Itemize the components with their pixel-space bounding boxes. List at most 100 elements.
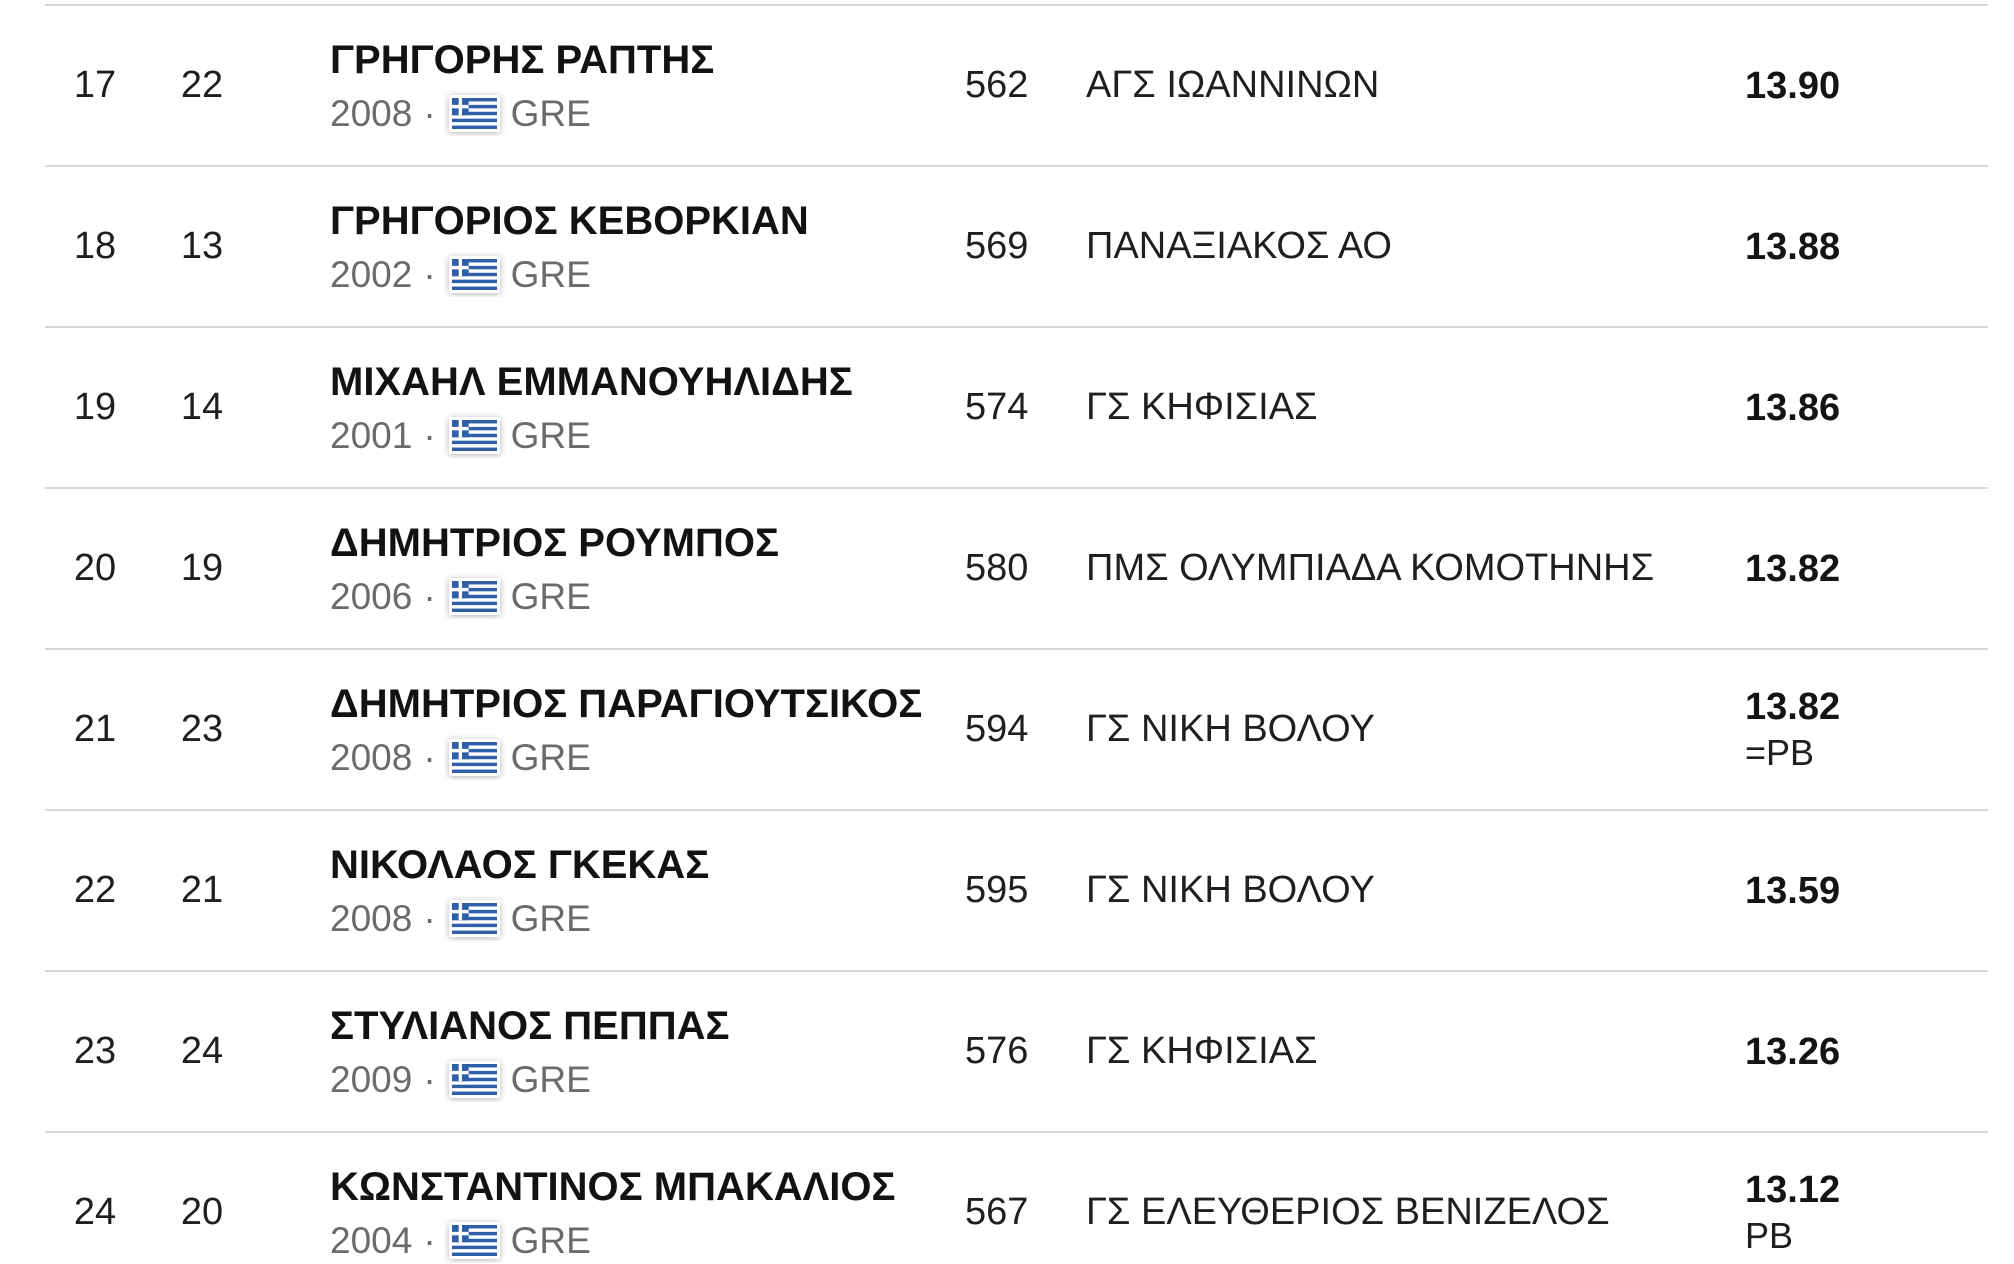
athlete-meta: 2008 · [330,736,965,780]
athlete-name: ΓΡΗΓΟΡΙΟΣ ΚΕΒΟΡΚΙΑΝ [330,198,809,243]
result-note: PB [1745,1214,1794,1256]
result-row[interactable]: 24 20 ΚΩΝΣΤΑΝΤΙΝΟΣ ΜΠΑΚΑΛΙΟΣ 2004 · [0,1133,2014,1264]
athlete-cell: ΓΡΗΓΟΡΙΟΣ ΚΕΒΟΡΚΙΑΝ 2002 · [330,197,965,297]
athlete-meta: 2002 · [330,253,965,297]
meta-separator-dot: · [423,897,436,939]
greece-flag-icon [448,578,500,615]
rank-value: 19 [73,386,117,428]
greece-flag-icon [448,900,500,937]
birth-year: 2009 [330,1058,413,1100]
row-divider [45,648,1988,650]
athlete-cell: ΚΩΝΣΤΑΝΤΙΝΟΣ ΜΠΑΚΑΛΙΟΣ 2004 · [330,1163,965,1263]
athlete-cell: ΜΙΧΑΗΛ ΕΜΜΑΝΟΥΗΛΙΔΗΣ 2001 · [330,358,965,458]
meta-separator-dot: · [423,1058,436,1100]
result-row[interactable]: 21 23 ΔΗΜΗΤΡΙΟΣ ΠΑΡΑΓΙΟΥΤΣΙΚΟΣ 2008 · [0,650,2014,809]
country-code: GRE [510,253,591,295]
meta-separator-dot: · [423,92,436,134]
results-list: 17 22 ΓΡΗΓΟΡΗΣ ΡΑΠΤΗΣ 2008 · [0,4,2014,1264]
result-mark: 13.26 [1745,1030,1841,1073]
bib-number: 24 [180,1030,224,1072]
result-row[interactable]: 20 19 ΔΗΜΗΤΡΙΟΣ ΡΟΥΜΠΟΣ 2006 · [0,489,2014,648]
bib-number: 13 [180,225,224,267]
result-row[interactable]: 18 13 ΓΡΗΓΟΡΙΟΣ ΚΕΒΟΡΚΙΑΝ 2002 · [0,167,2014,326]
birth-year: 2006 [330,575,413,617]
athlete-cell: ΓΡΗΓΟΡΗΣ ΡΑΠΤΗΣ 2008 · [330,36,965,136]
athlete-name: ΣΤΥΛΙΑΝΟΣ ΠΕΠΠΑΣ [330,1003,730,1048]
meta-separator-dot: · [423,414,436,456]
rank-value: 23 [73,1030,117,1072]
result-mark: 13.88 [1745,225,1841,268]
result-cell: 13.90 [1745,63,2014,109]
row-divider [45,165,1988,167]
result-mark: 13.90 [1745,64,1841,107]
result-mark: 13.82 [1745,547,1841,590]
result-mark: 13.12 [1745,1168,1841,1211]
bib-number: 14 [180,386,224,428]
bib-number: 20 [180,1191,224,1233]
greece-flag-icon [448,739,500,776]
result-cell: 13.86 [1745,385,2014,431]
row-divider [45,970,1988,972]
club-name: ΠΜΣ ΟΛΥΜΠΙΑΔΑ ΚΟΜΟΤΗΝΗΣ [1086,547,1655,589]
birth-year: 2008 [330,897,413,939]
athlete-cell: ΔΗΜΗΤΡΙΟΣ ΡΟΥΜΠΟΣ 2006 · [330,519,965,619]
athlete-id: 562 [965,64,1029,106]
result-row[interactable]: 22 21 ΝΙΚΟΛΑΟΣ ΓΚΕΚΑΣ 2008 · [0,811,2014,970]
result-cell: 13.12 PB [1745,1167,2014,1259]
birth-year: 2008 [330,92,413,134]
birth-year: 2001 [330,414,413,456]
row-divider [45,1131,1988,1133]
athlete-meta: 2008 · [330,897,965,941]
result-note: =PB [1745,731,1815,773]
athlete-name: ΜΙΧΑΗΛ ΕΜΜΑΝΟΥΗΛΙΔΗΣ [330,359,853,404]
rank-value: 22 [73,869,117,911]
row-divider [45,487,1988,489]
result-row[interactable]: 23 24 ΣΤΥΛΙΑΝΟΣ ΠΕΠΠΑΣ 2009 · [0,972,2014,1131]
country-code: GRE [510,92,591,134]
athlete-id: 569 [965,225,1029,267]
athlete-id: 574 [965,386,1029,428]
athlete-name: ΔΗΜΗΤΡΙΟΣ ΡΟΥΜΠΟΣ [330,520,779,565]
row-divider [45,4,1988,6]
meta-separator-dot: · [423,1219,436,1261]
greece-flag-icon [448,256,500,293]
athlete-meta: 2009 · [330,1058,965,1102]
athlete-meta: 2004 · [330,1219,965,1263]
result-mark: 13.86 [1745,386,1841,429]
result-mark: 13.82 [1745,685,1841,728]
greece-flag-icon [448,1061,500,1098]
rank-value: 24 [73,1191,117,1233]
athlete-name: ΔΗΜΗΤΡΙΟΣ ΠΑΡΑΓΙΟΥΤΣΙΚΟΣ [330,681,923,726]
bib-number: 21 [180,869,224,911]
athlete-id: 580 [965,547,1029,589]
bib-number: 23 [180,708,224,750]
meta-separator-dot: · [423,253,436,295]
country-code: GRE [510,414,591,456]
row-divider [45,809,1988,811]
rank-value: 20 [73,547,117,589]
birth-year: 2004 [330,1219,413,1261]
athlete-meta: 2001 · [330,414,965,458]
bib-number: 19 [180,547,224,589]
result-row[interactable]: 17 22 ΓΡΗΓΟΡΗΣ ΡΑΠΤΗΣ 2008 · [0,6,2014,165]
result-cell: 13.82 =PB [1745,684,2014,776]
bib-number: 22 [180,64,224,106]
athlete-cell: ΔΗΜΗΤΡΙΟΣ ΠΑΡΑΓΙΟΥΤΣΙΚΟΣ 2008 · [330,680,965,780]
birth-year: 2008 [330,736,413,778]
athlete-cell: ΣΤΥΛΙΑΝΟΣ ΠΕΠΠΑΣ 2009 · [330,1002,965,1102]
country-code: GRE [510,575,591,617]
athlete-name: ΚΩΝΣΤΑΝΤΙΝΟΣ ΜΠΑΚΑΛΙΟΣ [330,1164,896,1209]
rank-value: 18 [73,225,117,267]
athlete-meta: 2006 · [330,575,965,619]
athlete-meta: 2008 · [330,92,965,136]
result-row[interactable]: 19 14 ΜΙΧΑΗΛ ΕΜΜΑΝΟΥΗΛΙΔΗΣ 2001 · [0,328,2014,487]
rank-value: 21 [73,708,117,750]
club-name: ΓΣ ΝΙΚΗ ΒΟΛΟΥ [1086,869,1375,911]
athlete-cell: ΝΙΚΟΛΑΟΣ ΓΚΕΚΑΣ 2008 · [330,841,965,941]
club-name: ΑΓΣ ΙΩΑΝΝΙΝΩΝ [1086,64,1380,106]
birth-year: 2002 [330,253,413,295]
greece-flag-icon [448,95,500,132]
greece-flag-icon [448,1222,500,1259]
club-name: ΓΣ ΝΙΚΗ ΒΟΛΟΥ [1086,708,1375,750]
